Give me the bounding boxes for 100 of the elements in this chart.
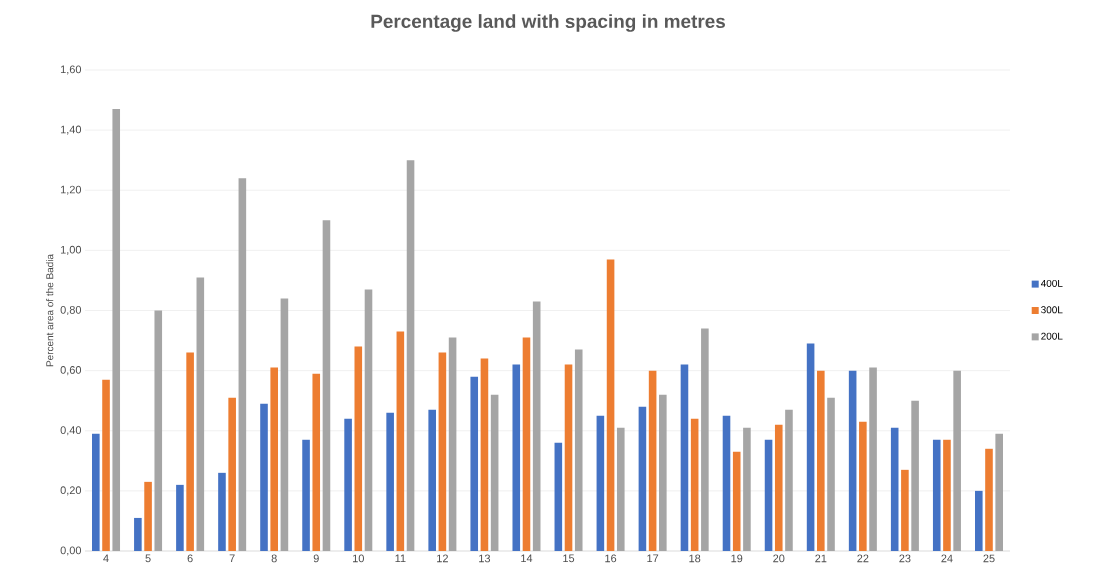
bar <box>470 376 479 551</box>
y-tick-label: 0,40 <box>60 426 82 436</box>
x-tick-label: 22 <box>857 554 869 563</box>
bar <box>932 439 941 551</box>
y-tick-label: 0,80 <box>60 305 82 316</box>
x-tick-label: 23 <box>899 554 911 563</box>
bar <box>732 451 741 551</box>
bar <box>522 337 531 551</box>
y-axis-title: Percent area of the Badia <box>45 254 54 367</box>
x-tick-label: 14 <box>521 554 533 563</box>
bar <box>480 358 489 551</box>
bar <box>574 349 583 551</box>
bar <box>827 397 835 551</box>
legend-label: 300L <box>1041 306 1063 314</box>
x-tick-label: 12 <box>437 554 448 563</box>
bar <box>270 367 279 551</box>
bar <box>764 439 773 551</box>
bar <box>806 343 815 551</box>
bar <box>396 331 405 551</box>
bar <box>995 433 1003 551</box>
bar <box>102 379 110 551</box>
bar <box>869 367 877 551</box>
legend-label: 200L <box>1041 332 1063 340</box>
bar <box>911 400 919 551</box>
bar <box>112 109 121 551</box>
bar <box>354 346 363 551</box>
y-tick-label: 1,20 <box>60 185 82 195</box>
y-tick-label: 1,00 <box>60 245 82 255</box>
bar <box>386 412 394 551</box>
bar <box>722 415 731 551</box>
bar <box>448 337 457 551</box>
bar <box>302 439 310 551</box>
bar <box>92 433 100 551</box>
bar <box>134 517 142 551</box>
x-tick-label: 20 <box>773 554 785 563</box>
bar <box>859 421 867 551</box>
bar <box>532 301 541 551</box>
bar <box>606 259 615 551</box>
x-tick-label: 24 <box>941 554 953 563</box>
x-tick-label: 25 <box>983 554 995 563</box>
bar <box>312 373 321 551</box>
bar <box>953 370 961 551</box>
bar <box>638 406 647 551</box>
bar <box>438 352 447 551</box>
y-tick-label: 1,60 <box>60 65 82 75</box>
bar <box>901 469 909 551</box>
bar <box>186 352 194 551</box>
x-tick-label: 4 <box>103 554 109 563</box>
bar <box>260 403 268 551</box>
bar <box>890 427 899 551</box>
bar <box>238 178 247 551</box>
bar <box>364 289 373 551</box>
bar <box>596 415 605 551</box>
bar <box>144 481 152 551</box>
bar <box>785 409 793 551</box>
bar <box>280 298 289 551</box>
bar <box>985 448 993 551</box>
bar <box>743 427 751 551</box>
bar <box>690 418 699 551</box>
bar <box>218 472 226 551</box>
bar <box>774 424 783 551</box>
x-tick-label: 11 <box>395 554 406 563</box>
x-tick-label: 9 <box>313 554 319 563</box>
y-tick-label: 0,20 <box>60 486 82 496</box>
y-tick-label: 0,00 <box>60 546 82 556</box>
bar <box>680 364 689 551</box>
bar <box>554 442 563 551</box>
x-tick-label: 7 <box>229 554 235 563</box>
x-tick-label: 5 <box>145 554 151 563</box>
x-tick-label: 13 <box>479 554 491 563</box>
bar <box>196 277 205 551</box>
x-tick-label: 21 <box>815 554 827 563</box>
y-tick-label: 0,60 <box>60 366 82 376</box>
legend-label: 400L <box>1040 279 1063 287</box>
bar <box>701 328 709 551</box>
x-tick-label: 18 <box>689 554 701 563</box>
bar <box>154 310 163 551</box>
bar <box>428 409 436 551</box>
bar <box>648 370 657 551</box>
x-tick-label: 10 <box>353 554 364 563</box>
bar <box>974 490 983 551</box>
y-tick-label: 1,40 <box>60 125 82 135</box>
bar <box>564 364 573 551</box>
bar <box>659 394 667 551</box>
bar <box>848 370 857 551</box>
bar <box>943 439 951 551</box>
bar <box>228 397 236 551</box>
bar <box>344 418 352 551</box>
bar <box>322 220 331 551</box>
x-tick-label: 17 <box>647 554 659 563</box>
bar <box>817 370 825 551</box>
x-tick-label: 15 <box>563 554 575 563</box>
bar <box>616 427 625 551</box>
chart-title: Percentage land with spacing in metres <box>371 14 725 32</box>
bar <box>406 160 415 551</box>
bar <box>176 484 184 551</box>
bar <box>490 394 499 551</box>
x-tick-label: 16 <box>605 554 617 563</box>
x-tick-label: 6 <box>187 554 193 563</box>
x-tick-label: 8 <box>271 554 277 563</box>
